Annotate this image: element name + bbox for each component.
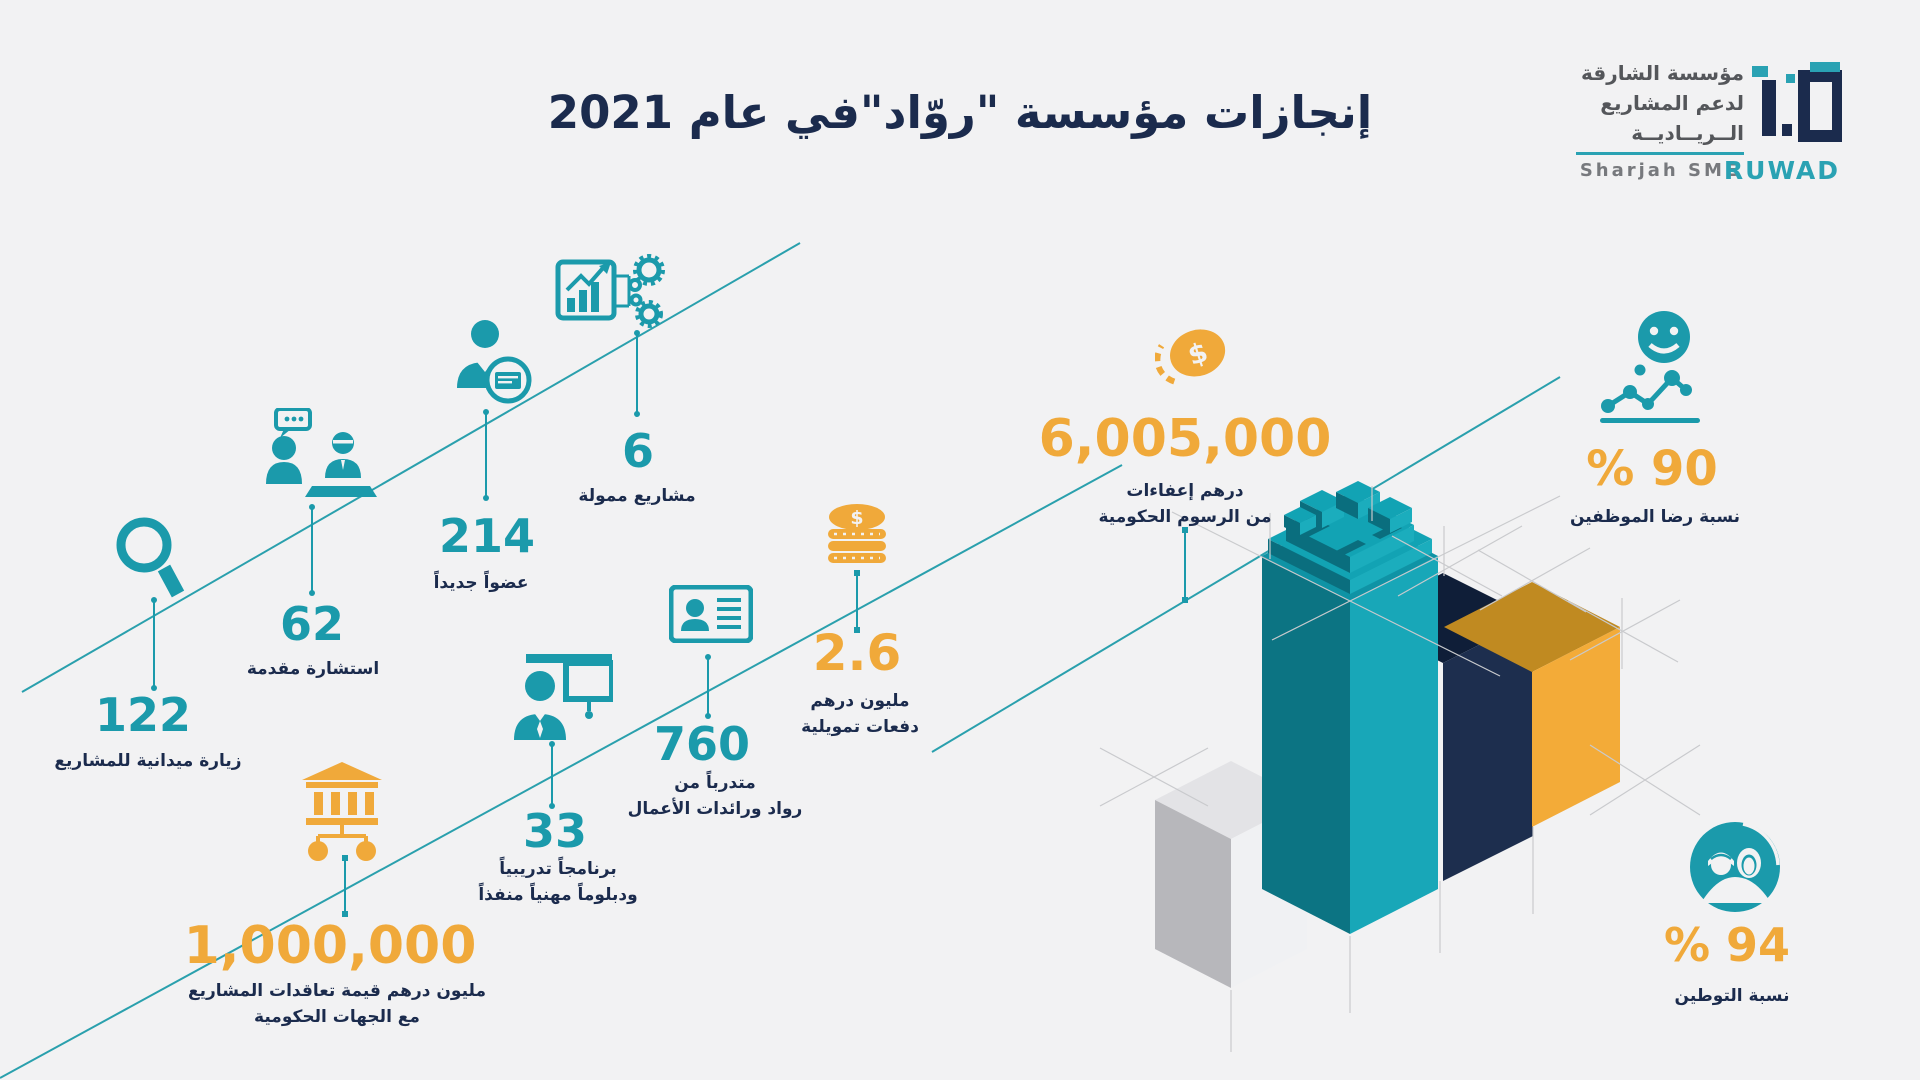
stat-label-consultations: استشارة مقدمة — [246, 659, 380, 679]
logo-brand-text: RUWAD — [1723, 156, 1840, 185]
member-card-icon — [457, 320, 532, 404]
connector-trainees — [705, 654, 711, 719]
stat-value-consultations: 62 — [279, 597, 345, 651]
stat-value-new-members: 214 — [438, 509, 536, 563]
emirati-couple-icon — [1690, 822, 1780, 912]
consultation-icon — [266, 408, 377, 497]
bank-network-icon — [302, 762, 382, 861]
svg-text:$: $ — [850, 507, 863, 529]
smiley-chart-icon — [1600, 311, 1700, 423]
id-card-icon — [669, 585, 753, 643]
stat-value-funded-projects: 6 — [621, 424, 655, 478]
coins-stack-icon: $ — [828, 504, 886, 563]
connector-funded-projects — [634, 330, 640, 417]
lego-calligraphy-top — [1268, 481, 1432, 594]
stat-label-new-members: عضواً جديداً — [433, 573, 529, 593]
trainer-board-icon — [514, 654, 613, 740]
stat-label-field-visits: زيارة ميدانية للمشاريع — [54, 751, 242, 771]
connector-training-programs — [549, 741, 555, 809]
connector-contracts-value — [342, 855, 348, 917]
logo-arabic-text: مؤسسة الشارقة لدعم المشاريع الــريــاديـ… — [1581, 61, 1744, 145]
ruwad-logo-mark — [1752, 62, 1842, 142]
stat-value-funding-payments: 2.6 — [812, 624, 902, 682]
stat-label-trainees: متدرباً من رواد ورائدات الأعمال — [627, 773, 803, 819]
stat-value-contracts-value: 1,000,000 — [183, 916, 477, 976]
stat-label-employee-satisfaction: نسبة رضا الموظفين — [1569, 507, 1741, 527]
stat-label-emiratization: نسبة التوطين — [1674, 986, 1790, 1006]
connector-field-visits — [151, 597, 157, 691]
stat-label-contracts-value: مليون درهم قيمة تعاقدات المشاريع مع الجه… — [188, 981, 486, 1027]
stat-label-funded-projects: مشاريع ممولة — [578, 486, 696, 506]
stat-value-trainees: 760 — [653, 717, 751, 771]
stat-label-fee-exemptions: درهم إعفاءات من الرسوم الحكومية — [1098, 481, 1272, 527]
teal-diagonal-lines — [0, 242, 1561, 1079]
ruwad-logo: مؤسسة الشارقة لدعم المشاريع الــريــاديـ… — [1560, 52, 1880, 202]
stat-value-fee-exemptions: 6,005,000 — [1038, 409, 1332, 469]
chart-gears-icon — [555, 254, 665, 328]
connector-fee-exemptions — [1182, 527, 1188, 603]
stat-label-funding-payments: مليون درهم دفعات تمويلية — [801, 691, 919, 737]
magnifier-icon — [116, 517, 185, 598]
guide-lines — [1099, 486, 1701, 1052]
stat-label-training-programs: برنامجاً تدريبياً ودبلوماً مهنياً منفذاً — [478, 859, 638, 905]
stat-value-field-visits: 122 — [94, 688, 192, 742]
yellow-bar — [1444, 582, 1620, 827]
page-title: إنجازات مؤسسة "روّاد"في عام 2021 — [547, 86, 1373, 139]
connector-funding-payments — [854, 570, 860, 633]
logo-divider — [1576, 152, 1744, 155]
logo-latin-text: Sharjah SME — [1579, 160, 1741, 181]
dollar-coin-icon: $ — [1155, 329, 1226, 385]
stat-value-emiratization: % 94 — [1663, 918, 1791, 972]
connector-new-members — [483, 409, 489, 501]
stat-value-employee-satisfaction: % 90 — [1586, 441, 1718, 497]
connector-consultations — [309, 504, 315, 596]
stat-value-training-programs: 33 — [522, 804, 588, 858]
